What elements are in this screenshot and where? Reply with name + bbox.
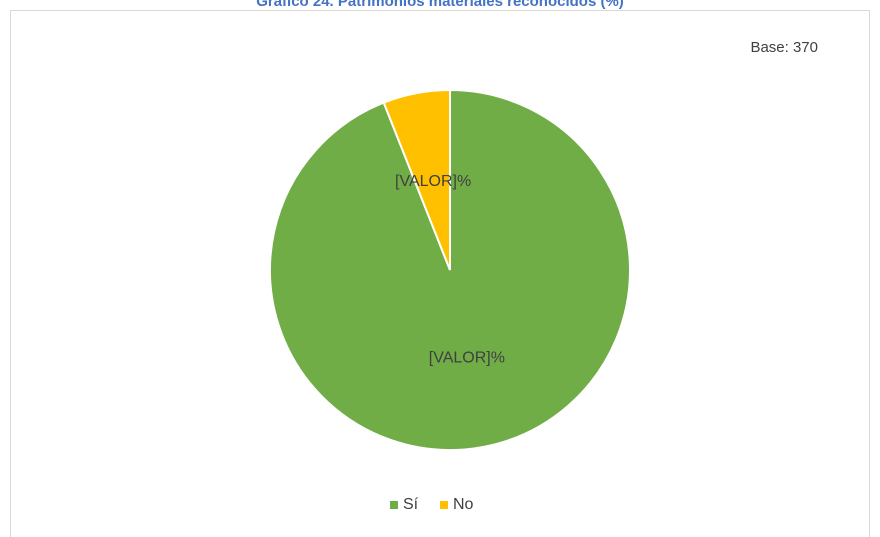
legend-label: Sí [403, 496, 419, 513]
legend-swatch [390, 501, 398, 509]
annotation: Base: 370 [750, 39, 818, 56]
chart-title: Gráfico 24. Patrimonios materiales recon… [256, 0, 624, 10]
data-label: [VALOR]% [429, 350, 505, 367]
legend-label: No [453, 496, 474, 513]
pie-slice [382, 88, 451, 271]
data-label: [VALOR]% [395, 173, 471, 190]
legend-swatch [440, 501, 448, 509]
